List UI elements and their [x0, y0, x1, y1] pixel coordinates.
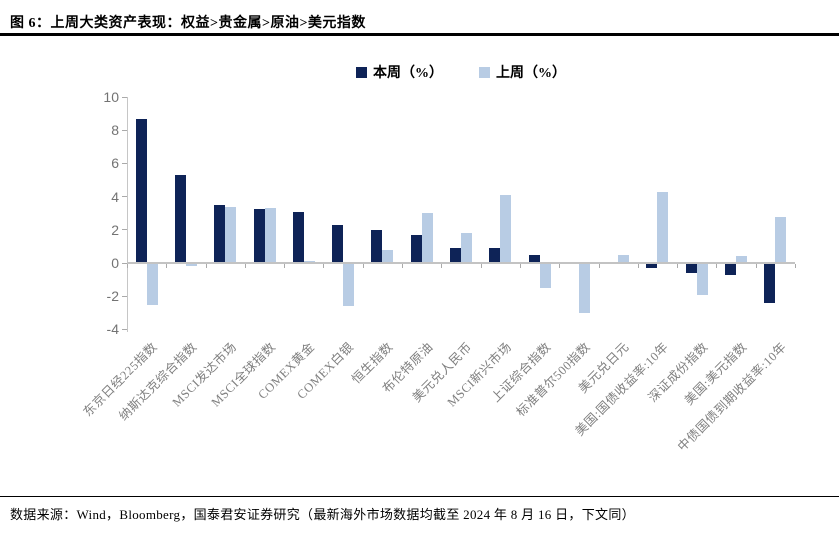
bar-last-week — [736, 255, 748, 263]
bar-last-week — [146, 263, 158, 305]
bar-current-week — [450, 248, 461, 263]
bar-last-week — [303, 260, 315, 263]
legend-item-current-week: 本周（%） — [356, 62, 443, 82]
y-axis-tick — [122, 196, 127, 198]
bar-current-week — [253, 209, 265, 263]
footer-divider — [0, 496, 839, 497]
y-axis-tick — [122, 328, 127, 330]
bar-last-week — [461, 233, 472, 263]
x-axis-tick — [716, 264, 718, 268]
bar-current-week — [528, 254, 540, 263]
x-axis-tick — [519, 264, 521, 268]
bar-last-week — [500, 194, 512, 263]
y-axis-tick-label: 0 — [111, 255, 119, 271]
y-axis-tick — [122, 96, 127, 98]
bar-last-week — [775, 216, 787, 263]
x-axis-tick — [441, 264, 443, 268]
bar-last-week — [225, 206, 237, 263]
x-axis-tick — [362, 264, 364, 268]
chart-legend: 本周（%） 上周（%） — [127, 62, 795, 82]
y-axis-tick-label: -2 — [106, 288, 119, 305]
bar-current-week — [725, 263, 737, 275]
bar-current-week — [135, 118, 147, 263]
legend-item-last-week: 上周（%） — [479, 62, 566, 82]
y-axis-tick-label: 6 — [111, 155, 119, 172]
y-axis-line — [127, 97, 128, 332]
bar-current-week — [489, 248, 501, 263]
legend-label-last-week: 上周（%） — [496, 66, 566, 81]
x-axis-tick — [480, 264, 482, 268]
x-axis-tick — [127, 264, 128, 268]
x-axis-tick — [677, 264, 679, 268]
y-axis-labels: 10 8 6 4 2 0 -2 -4 — [0, 89, 119, 338]
bar-current-week — [646, 263, 658, 268]
bar-last-week — [618, 254, 630, 263]
figure-title: 图 6：上周大类资产表现：权益>贵金属>原油>美元指数 — [10, 16, 366, 31]
y-axis-tick — [122, 162, 127, 164]
bar-current-week — [332, 224, 344, 263]
x-axis-tick — [637, 264, 639, 268]
x-axis-tick — [166, 264, 168, 268]
x-axis-tick — [755, 264, 757, 268]
bar-current-week — [292, 211, 304, 263]
y-axis-tick — [122, 129, 127, 131]
x-axis-tick — [323, 264, 325, 268]
bar-last-week — [343, 263, 355, 307]
bar-last-week — [382, 249, 394, 263]
y-axis-tick-label: 10 — [103, 89, 119, 105]
x-axis-tick — [205, 264, 207, 268]
bar-last-week — [185, 263, 197, 267]
y-axis-tick — [122, 295, 127, 297]
bar-current-week — [410, 234, 422, 263]
y-axis-tick-label: 8 — [111, 122, 119, 139]
y-axis-tick-label: -4 — [106, 321, 119, 338]
bar-current-week — [371, 229, 383, 263]
plot-area — [122, 96, 796, 332]
x-axis-tick — [244, 264, 246, 268]
x-axis-tick — [402, 264, 404, 268]
x-axis-tick — [795, 264, 796, 268]
bar-current-week — [214, 204, 226, 263]
y-axis-tick-label: 4 — [111, 188, 119, 205]
legend-swatch-current-week-icon — [356, 66, 367, 78]
bar-last-week — [657, 191, 669, 263]
title-divider — [0, 33, 839, 36]
legend-swatch-last-week-icon — [479, 66, 490, 78]
bar-last-week — [421, 213, 433, 263]
bar-last-week — [539, 263, 551, 288]
y-axis-tick — [122, 262, 127, 264]
x-axis-tick — [598, 264, 600, 268]
bar-last-week — [264, 208, 276, 263]
bar-chart: 10 8 6 4 2 0 -2 -4 东京日经225指数 纳斯达克综合指数 MSCI发达市场 MSC… — [0, 89, 796, 454]
bar-current-week — [174, 175, 186, 263]
data-source-note: 数据来源：Wind，Bloomberg，国泰君安证券研究（最新海外市场数据均截至… — [10, 507, 635, 522]
bar-current-week — [685, 263, 697, 273]
bar-last-week — [696, 263, 708, 295]
y-axis-tick — [122, 229, 127, 231]
legend-label-current-week: 本周（%） — [373, 66, 443, 81]
x-axis-line — [127, 262, 795, 264]
y-axis-tick-label: 2 — [111, 221, 119, 238]
bar-last-week — [578, 263, 590, 313]
x-axis-tick — [284, 264, 286, 268]
bar-current-week — [764, 263, 776, 303]
x-axis-tick — [559, 264, 561, 268]
